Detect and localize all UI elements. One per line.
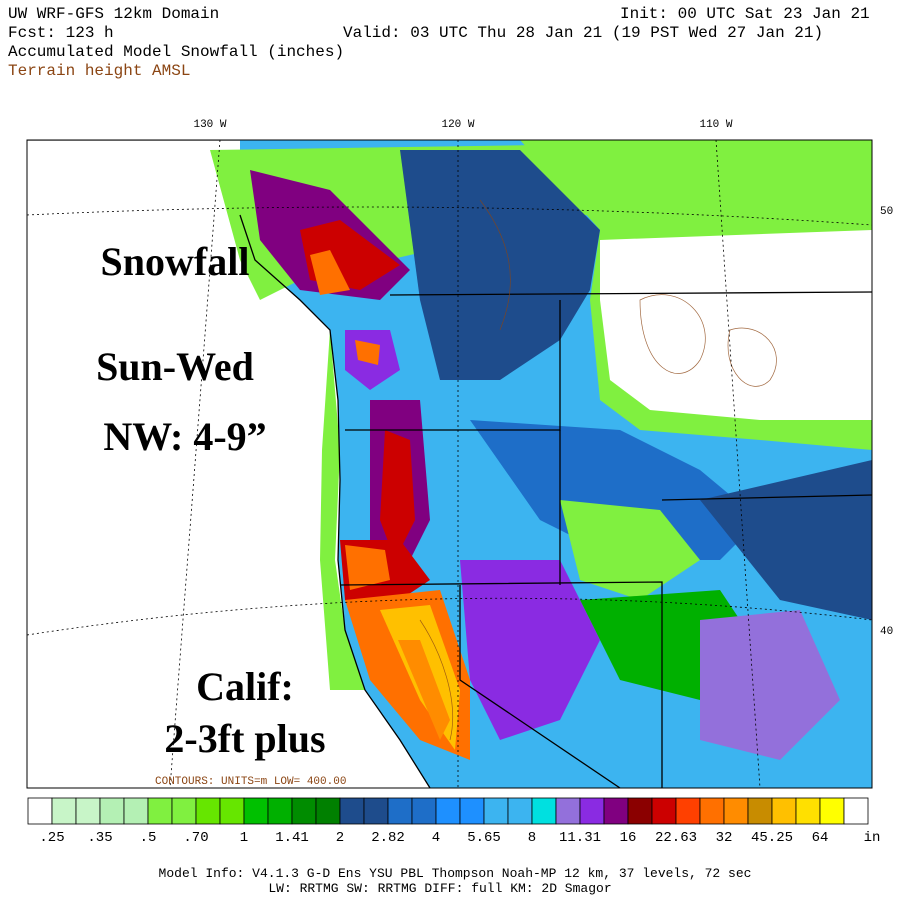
colorbar-swatch (171, 797, 197, 825)
contour-field: Terrain height AMSL (8, 62, 190, 80)
colorbar-swatch (819, 797, 845, 825)
colorbar-swatch (483, 797, 509, 825)
lon-label: 110 W (699, 119, 732, 131)
colorbar-swatch (291, 797, 317, 825)
colorbar-swatch (795, 797, 821, 825)
colorbar-swatch (219, 797, 245, 825)
colorbar-label: .35 (87, 830, 112, 846)
colorbar-label: 2.82 (371, 830, 405, 846)
colorbar-label: 5.65 (467, 830, 501, 846)
lat-label: 40 (880, 626, 893, 638)
colorbar-swatch (123, 797, 149, 825)
colorbar-swatch (699, 797, 725, 825)
colorbar-swatch (603, 797, 629, 825)
colorbar-swatch (51, 797, 77, 825)
colorbar-label: 11.31 (559, 830, 601, 846)
annotation: NW: 4-9” (103, 414, 266, 459)
map-frame (26, 139, 873, 789)
annotation: Snowfall (101, 239, 250, 284)
title: UW WRF-GFS 12km Domain (8, 5, 219, 23)
annotation: Sun-Wed (96, 344, 254, 389)
colorbar-swatch (843, 797, 869, 825)
colorbar-swatch (627, 797, 653, 825)
colorbar: .25 .35 .5 .70 1 1.41 2 2.82 4 5.65 8 11.31 16 22.63 3… (27, 797, 869, 846)
lon-label: 130 W (193, 119, 226, 131)
colorbar-swatch (99, 797, 125, 825)
forecast-hour: Fcst: 123 h (8, 24, 114, 42)
colorbar-swatch (339, 797, 365, 825)
colorbar-swatch (723, 797, 749, 825)
colorbar-label: 1.41 (275, 830, 309, 846)
colorbar-swatch (411, 797, 437, 825)
lon-label: 120 W (441, 119, 474, 131)
valid-time: Valid: 03 UTC Thu 28 Jan 21 (19 PST Wed … (343, 24, 823, 42)
colorbar-swatch (363, 797, 389, 825)
colorbar-label: 32 (716, 830, 733, 846)
colorbar-swatch (27, 797, 53, 825)
colorbar-label: .5 (140, 830, 157, 846)
colorbar-label: .25 (39, 830, 64, 846)
colorbar-swatch (651, 797, 677, 825)
map (27, 140, 872, 788)
colorbar-swatch (675, 797, 701, 825)
colorbar-label: 45.25 (751, 830, 793, 846)
colorbar-label: 2 (336, 830, 344, 846)
init-time: Init: 00 UTC Sat 23 Jan 21 (620, 5, 870, 23)
colorbar-swatch (747, 797, 773, 825)
colorbar-swatch (267, 797, 293, 825)
colorbar-swatch (315, 797, 341, 825)
colorbar-swatch (435, 797, 461, 825)
colorbar-label: 64 (812, 830, 829, 846)
colorbar-label: 1 (240, 830, 248, 846)
lat-label: 50 (880, 206, 893, 218)
colorbar-swatch (75, 797, 101, 825)
colorbar-swatch (195, 797, 221, 825)
colorbar-swatch (555, 797, 581, 825)
colorbar-unit: in (864, 830, 881, 846)
colorbar-swatch (147, 797, 173, 825)
colorbar-swatch (387, 797, 413, 825)
colorbar-swatch (531, 797, 557, 825)
field-name: Accumulated Model Snowfall (inches) (8, 43, 344, 61)
colorbar-swatch (459, 797, 485, 825)
colorbar-swatch (771, 797, 797, 825)
annotation: Calif: (196, 664, 294, 709)
colorbar-label: 22.63 (655, 830, 697, 846)
colorbar-label: .70 (183, 830, 208, 846)
colorbar-swatch (507, 797, 533, 825)
colorbar-label: 4 (432, 830, 440, 846)
footer-line: Model Info: V4.1.3 G-D Ens YSU PBL Thomp… (159, 866, 752, 881)
colorbar-swatch (243, 797, 269, 825)
colorbar-label: 8 (528, 830, 536, 846)
colorbar-label: 16 (620, 830, 637, 846)
colorbar-swatch (579, 797, 605, 825)
contour-info: CONTOURS: UNITS=m LOW= 400.00 (155, 776, 346, 788)
footer-line: LW: RRTMG SW: RRTMG DIFF: full KM: 2D Sm… (268, 881, 611, 896)
annotation: 2-3ft plus (164, 716, 325, 761)
